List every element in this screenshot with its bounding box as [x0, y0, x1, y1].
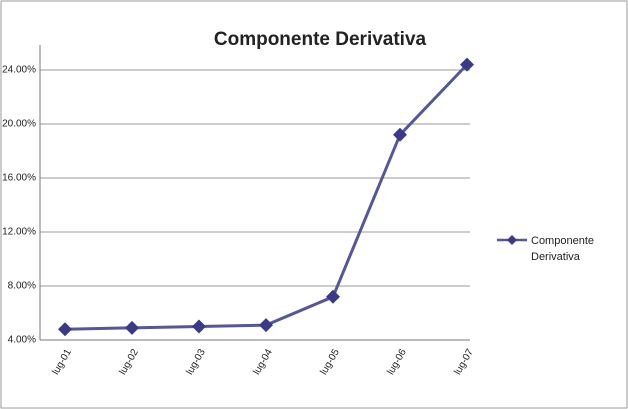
x-tick-label: lug-03	[184, 347, 208, 377]
data-point	[192, 319, 206, 334]
y-tick-label: 12.00%	[2, 227, 36, 238]
chart-title: Componente Derivativa	[214, 29, 427, 50]
x-tick-label: lug-06	[385, 347, 409, 377]
legend-label: Componente Derivativa	[531, 235, 594, 263]
legend-key	[497, 235, 527, 245]
x-tick-label: lug-04	[251, 347, 275, 377]
y-tick-label: 4.00%	[8, 335, 36, 346]
y-tick-label: 16.00%	[2, 173, 36, 184]
legend-marker	[507, 235, 517, 245]
data-point	[58, 322, 72, 337]
data-point	[393, 127, 407, 142]
y-tick-label: 8.00%	[8, 281, 36, 292]
legend: Componente Derivativa	[495, 233, 615, 265]
x-tick-label: lug-07	[452, 347, 476, 377]
x-tick-label: lug-02	[117, 347, 141, 377]
y-tick-label: 20.00%	[2, 119, 36, 130]
data-point	[326, 289, 340, 304]
y-tick-label: 24.00%	[2, 65, 36, 76]
x-tick-label: lug-05	[318, 347, 342, 377]
data-point	[259, 318, 273, 333]
x-tick-label: lug-01	[50, 347, 74, 377]
series-line	[64, 63, 469, 331]
data-point	[125, 320, 139, 335]
data-point	[460, 57, 474, 72]
